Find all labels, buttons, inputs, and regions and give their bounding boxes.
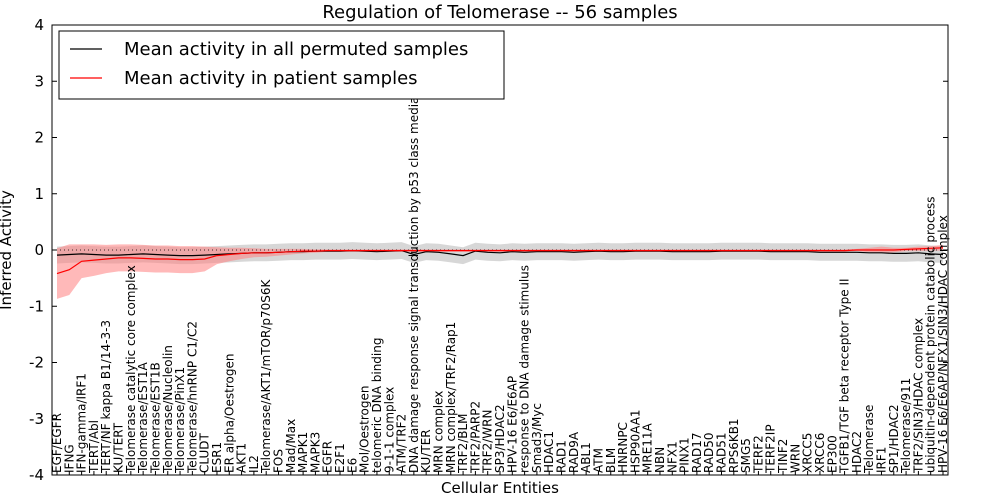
x-tick-label: FOS [272,449,286,473]
x-tick-label: Mol/Oestrogen [358,386,372,473]
x-tick-label: Telomerase/AKT1/mTOR/p70S6K [259,278,273,474]
x-tick-label: IFNG [62,444,76,473]
x-tick-label: Telomerase/911 [899,378,913,474]
y-tick-label: -2 [29,354,44,372]
x-tick-label: response to DNA damage stimulus [518,265,532,473]
x-tick-label: MRN complex [432,391,446,473]
chart-title: Regulation of Telomerase -- 56 samples [322,2,677,23]
x-tick-label: HNRNPC [616,422,630,473]
x-tick-label: EGF/EGFR [50,413,64,473]
x-tick-label: ubiquitin-dependent protein catabolic pr… [924,197,938,473]
x-tick-label: DNA damage response signal transduction … [407,80,421,473]
x-tick-label: Telomerase [862,405,876,474]
x-tick-label: HPV-16 E6/E6AP [505,376,519,473]
x-axis-title: Cellular Entities [441,479,559,497]
y-tick-label: 1 [34,185,44,203]
x-tick-label: AKT1 [235,443,249,473]
y-tick-label: -4 [29,466,44,484]
series-line-patient [56,247,944,275]
x-tick-label: PINX1 [678,437,692,473]
y-tick-label: -1 [29,297,44,315]
x-tick-label: Smad3/Myc [530,403,544,473]
x-tick-label: E6 [345,458,359,473]
x-tick-label: 9-1-1 complex [382,387,396,473]
x-tick-label: TERF2 [751,435,765,474]
x-tick-label: ATM [591,448,605,473]
x-tick-label: HPV-16 E6/E6AP/NFX1/SIN3/HDAC complex [936,215,950,473]
x-tick-label: TRF2/BLM [456,413,470,474]
x-tick-label: Telomerase catalytic core complex [124,265,138,474]
x-tick-label: Mad/Max [284,419,298,473]
x-tick-label: WRN [788,444,802,473]
x-tick-label: EP300 [825,435,839,473]
y-tick-label: 4 [34,16,44,34]
x-tick-label: MRN complex/TRF2/Rap1 [444,322,458,473]
y-tick-label: 3 [34,72,44,90]
x-tick-label: XRCC5 [801,433,815,473]
x-tick-label: ABL1 [579,442,593,473]
x-tick-label: SP3/HDAC2 [493,404,507,473]
x-tick-label: ER alpha/Oestrogen [222,354,236,473]
x-tick-label: RAD51 [715,432,729,473]
x-tick-label: RAD17 [690,432,704,473]
series-line-permuted [56,249,944,257]
x-tick-label: Telomerase/Nucleolin [161,345,175,474]
x-tick-label: TRF2/WRN [481,410,495,474]
x-tick-label: NBN [653,447,667,473]
x-tick-label: TERT/Abl [87,420,101,474]
x-tick-label: IL2 [247,455,261,473]
legend-box [58,30,505,100]
x-tick-label: KU/TER [419,429,433,473]
x-tick-label: Telomerase/hnRNP C1/C2 [185,321,199,474]
legend-patient-label: Mean activity in patient samples [124,68,418,89]
x-tick-label: BLM [604,448,618,473]
x-tick-label: XRCC6 [813,433,827,473]
x-tick-label: IFN-gamma/IRF1 [75,373,89,473]
x-tick-label: TERF2IP [764,424,778,474]
x-tick-label: NFX1 [665,441,679,473]
x-tick-label: TINF2 [776,439,790,474]
x-tick-label: ESR1 [210,442,224,473]
x-tick-label: TRF2/SIN3/HDAC complex [911,318,925,474]
x-tick-label: Telomerase/EST1A [136,361,150,474]
x-tick-label: SP1/HDAC2 [887,404,901,473]
y-tick-label: 2 [34,129,44,147]
x-tick-label: TGFB1/TGF beta receptor Type II [838,278,852,474]
y-axis-title: Inferred Activity [0,190,15,310]
x-tick-label: KU/TERT [112,422,126,473]
x-tick-label: MRE11A [641,422,655,473]
x-tick-label: RPS6KB1 [727,418,741,473]
x-tick-label: RAD1 [555,440,569,473]
y-tick-label: -3 [29,410,44,428]
x-tick-label: TERT/NF kappa B1/14-3-3 [99,320,113,474]
x-tick-label: HDAC2 [850,431,864,473]
x-tick-label: CLUDT [198,433,212,473]
x-tick-label: MAPK1 [296,432,310,473]
x-tick-label: RAD50 [702,432,716,473]
x-tick-label: telomeric DNA binding [370,338,384,474]
legend: Mean activity in all permuted samples Me… [58,30,505,100]
x-tick-label: EGFR [321,441,335,473]
x-tick-label: E2F1 [333,443,347,473]
legend-permuted-label: Mean activity in all permuted samples [124,39,468,60]
x-tick-label: IRF1 [875,447,889,473]
x-tick-label: RAD9A [567,431,581,473]
x-tick-label: HSP90AA1 [628,409,642,473]
plot-frame [51,24,949,476]
x-tick-label: HDAC1 [542,431,556,473]
x-tick-label: Telomerase/EST1B [148,362,162,474]
x-tick-label: MAPK3 [308,432,322,473]
x-tick-label: ATM/TRF2 [395,414,409,473]
x-tick-label: SMG5 [739,438,753,473]
y-tick-label: 0 [34,241,44,259]
x-tick-label: Telomerase/PinX1 [173,367,187,474]
x-tick-label: TRF2/PARP2 [468,401,482,474]
